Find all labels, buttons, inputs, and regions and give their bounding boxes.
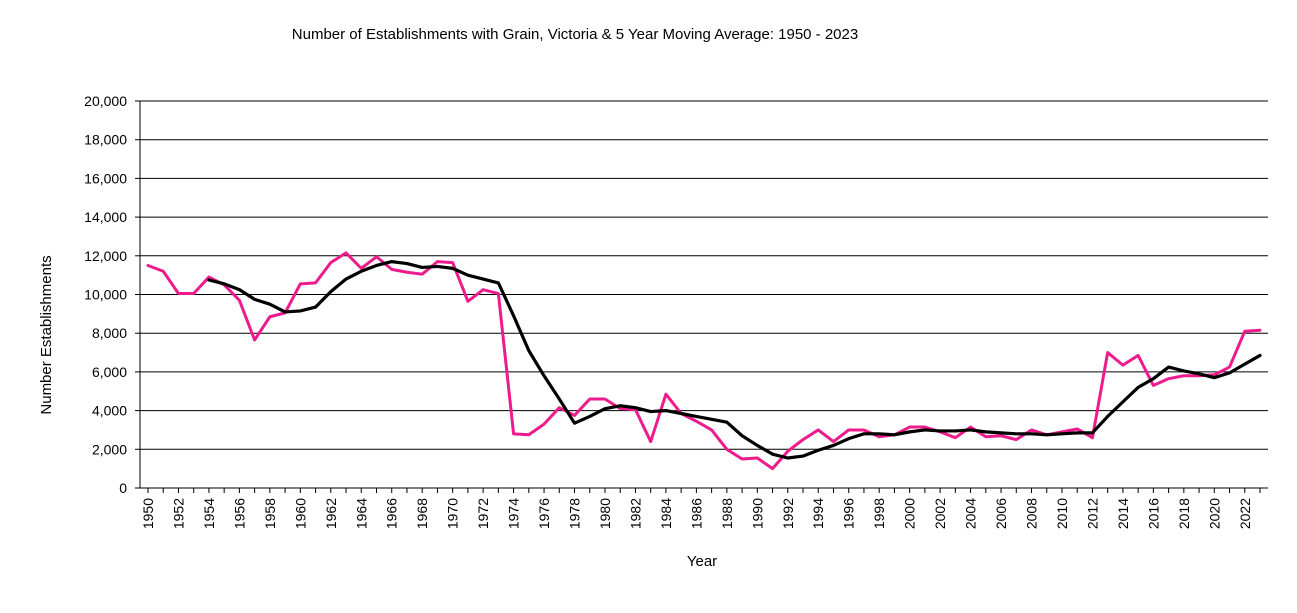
series-line-moving-average [207,260,1262,460]
x-tick-label: 2012 [1084,498,1100,529]
x-tick-label: 1952 [170,498,186,529]
y-tick-label: 12,000 [84,248,127,264]
x-tick-label: 2000 [902,498,918,529]
x-tick-label: 2010 [1054,498,1070,529]
x-tick-label: 1974 [506,498,522,529]
y-tick-label: 10,000 [84,287,127,303]
x-tick-label: 1990 [749,498,765,529]
x-tick-label: 1962 [323,498,339,529]
x-tick-label: 1996 [841,498,857,529]
x-tick-label: 1970 [445,498,461,529]
x-axis-label: Year [687,553,717,570]
x-tick-label: 1972 [475,498,491,529]
x-tick-label: 1960 [292,498,308,529]
y-tick-label: 8,000 [92,325,127,341]
series-lines [146,251,1262,471]
x-tick-label: 1956 [231,498,247,529]
y-tick-labels: 0 2,000 4,000 6,000 8,000 10,000 12,000 14,000 1… [84,93,127,496]
x-tick-label: 2004 [963,498,979,529]
x-tick-label: 2018 [1176,498,1192,529]
x-tick-label: 1988 [719,498,735,529]
x-tick-label: 1954 [201,498,217,529]
x-tick-label: 1978 [567,498,583,529]
x-tick-label: 1986 [688,498,704,529]
x-tick-label: 2008 [1024,498,1040,529]
y-tick-label: 16,000 [84,170,127,186]
x-tick-label: 2016 [1145,498,1161,529]
x-tick-labels: 1950 1952 1954 1956 1958 1960 1962 1964 1966 1968… [140,498,1253,529]
x-tick-label: 1964 [353,498,369,529]
x-tick-label: 2020 [1206,498,1222,529]
chart-title: Number of Establishments with Grain, Vic… [292,26,858,43]
axes [135,100,1268,493]
x-tick-label: 2002 [932,498,948,529]
x-tick-label: 2022 [1237,498,1253,529]
x-tick-label: 1950 [140,498,156,529]
y-tick-label: 0 [119,480,127,496]
x-tick-label: 1994 [810,498,826,529]
x-tick-label: 2014 [1115,498,1131,529]
x-tick-label: 1976 [536,498,552,529]
x-tick-label: 1998 [871,498,887,529]
x-tick-label: 1984 [658,498,674,529]
y-axis-label: Number Establishments [38,255,55,414]
y-tick-label: 6,000 [92,364,127,380]
y-tick-label: 14,000 [84,209,127,225]
x-tick-label: 2006 [993,498,1009,529]
y-tick-label: 20,000 [84,93,127,109]
x-tick-label: 1992 [780,498,796,529]
y-tick-label: 2,000 [92,441,127,457]
x-tick-label: 1968 [414,498,430,529]
x-tick-label: 1982 [627,498,643,529]
x-tick-label: 1966 [384,498,400,529]
x-tick-label: 1980 [597,498,613,529]
y-tick-label: 4,000 [92,403,127,419]
y-tick-label: 18,000 [84,132,127,148]
x-tick-label: 1958 [262,498,278,529]
series-line-establishments [146,251,1262,471]
gridlines [140,100,1268,450]
